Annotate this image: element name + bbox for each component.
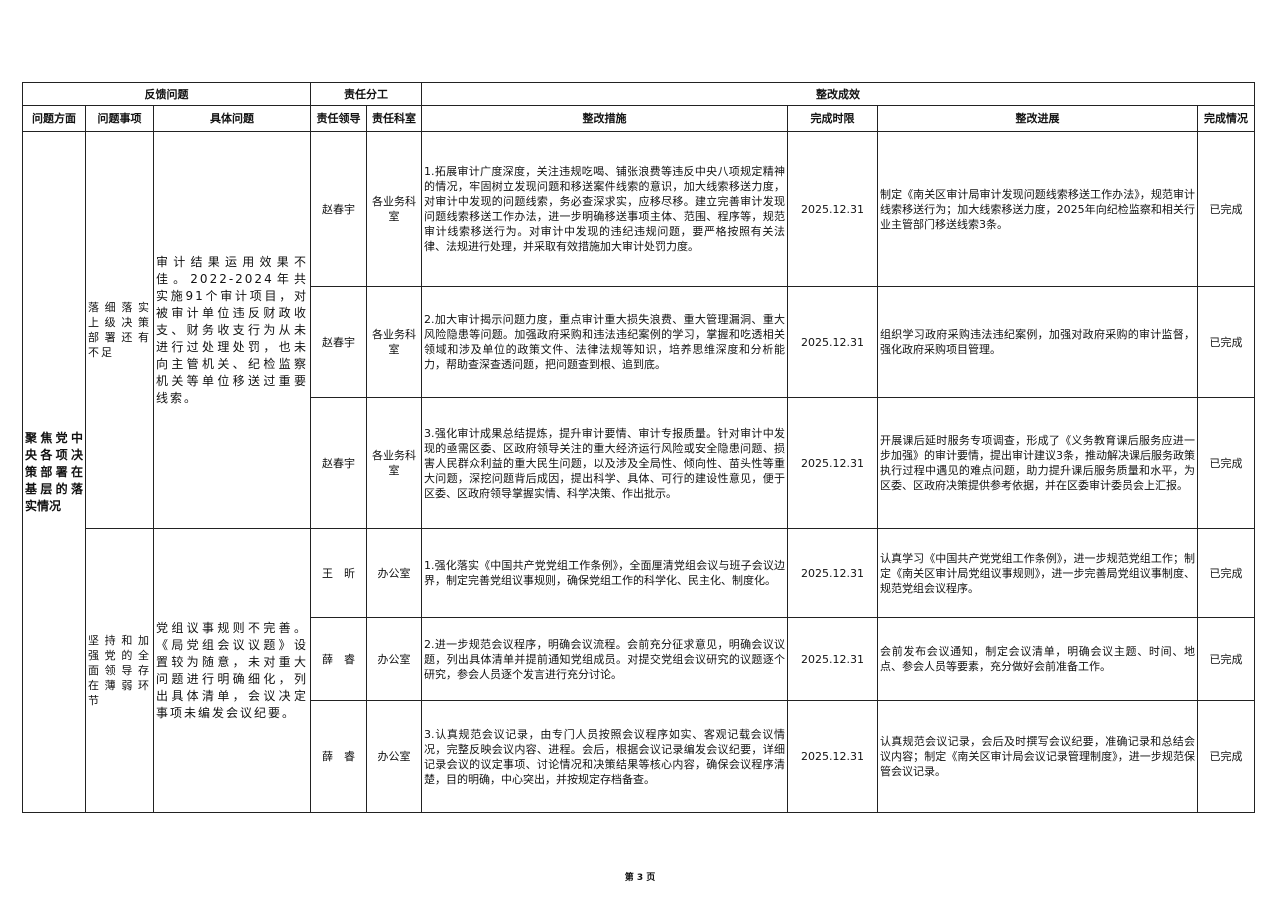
- header-group-row: 反馈问题 责任分工 整改成效: [21, 82, 1256, 106]
- leader-cell: 赵春宇: [310, 286, 368, 398]
- dept-cell: 各业务科室: [366, 286, 423, 398]
- status-cell: 已完成: [1197, 528, 1256, 618]
- page-number: 第 3 页: [624, 873, 656, 883]
- leader-cell: 赵春宇: [310, 131, 368, 287]
- rectification-table: 反馈问题 责任分工 整改成效 问题方面 问题事项 具体问题 责任领导 责任科室 …: [21, 82, 1256, 813]
- dept-cell: 各业务科室: [366, 397, 423, 529]
- header-feedback: 反馈问题: [21, 82, 312, 106]
- col-progress: 整改进展: [877, 105, 1199, 132]
- deadline-cell: 2025.12.31: [787, 397, 879, 529]
- aspect-cell: 聚焦党中央各项决策部署在基层的落实情况: [22, 131, 86, 813]
- col-dept: 责任科室: [366, 105, 423, 132]
- header-results: 整改成效: [421, 82, 1256, 106]
- status-cell: 已完成: [1197, 700, 1256, 813]
- header-column-row: 问题方面 问题事项 具体问题 责任领导 责任科室 整改措施 完成时限 整改进展 …: [22, 105, 1256, 132]
- col-problem: 具体问题: [152, 105, 312, 132]
- item-cell: 落细落实上级决策部署还有不足: [85, 131, 154, 529]
- deadline-cell: 2025.12.31: [787, 528, 879, 618]
- leader-cell: 赵春宇: [310, 397, 368, 529]
- deadline-cell: 2025.12.31: [787, 131, 879, 287]
- status-cell: 已完成: [1197, 131, 1256, 287]
- deadline-cell: 2025.12.31: [787, 617, 879, 701]
- status-cell: 已完成: [1197, 617, 1256, 701]
- measure-cell: 3.强化审计成果总结提炼，提升审计要情、审计专报质量。针对审计中发现的亟需区委、…: [421, 397, 789, 529]
- table-row: 聚焦党中央各项决策部署在基层的落实情况 落细落实上级决策部署还有不足 审计结果运…: [22, 131, 1256, 813]
- progress-cell: 制定《南关区审计局审计发现问题线索移送工作办法》，规范审计线索移送行为；加大线索…: [877, 131, 1199, 287]
- dept-cell: 办公室: [366, 617, 423, 701]
- leader-cell: 王 昕: [310, 528, 368, 618]
- dept-cell: 办公室: [366, 528, 423, 618]
- table-row: 赵春宇 各业务科室 3.强化审计成果总结提炼，提升审计要情、审计专报质量。针对审…: [23, 397, 1256, 529]
- leader-cell: 薛 睿: [310, 700, 368, 813]
- col-status: 完成情况: [1197, 105, 1256, 132]
- measure-cell: 3.认真规范会议记录，由专门人员按照会议程序如实、客观记载会议情况，完整反映会议…: [421, 700, 789, 813]
- header-responsibility: 责任分工: [310, 82, 423, 106]
- table-row: 薛 睿 办公室 3.认真规范会议记录，由专门人员按照会议程序如实、客观记载会议情…: [23, 700, 1256, 813]
- item-cell: 坚持和加强党的全面领导存在薄弱环节: [85, 528, 154, 813]
- table-row: 坚持和加强党的全面领导存在薄弱环节 党组议事规则不完善。《局党组会议议题》设置较…: [23, 528, 1256, 813]
- progress-cell: 会前发布会议通知，制定会议清单，明确会议主题、时间、地点、参会人员等要素，充分做…: [877, 617, 1199, 701]
- col-measure: 整改措施: [421, 105, 789, 132]
- problem-cell: 党组议事规则不完善。《局党组会议议题》设置较为随意，未对重大问题进行明确细化，列…: [152, 528, 312, 813]
- progress-cell: 认真学习《中国共产党党组工作条例》，进一步规范党组工作；制定《南关区审计局党组议…: [877, 528, 1199, 618]
- col-item: 问题事项: [85, 105, 154, 132]
- status-cell: 已完成: [1197, 397, 1256, 529]
- measure-cell: 2.进一步规范会议程序，明确会议流程。会前充分征求意见，明确会议议题，列出具体清…: [421, 617, 789, 701]
- problem-cell: 审计结果运用效果不佳。2022-2024年共实施91个审计项目，对被审计单位违反…: [152, 131, 312, 529]
- dept-cell: 各业务科室: [366, 131, 423, 287]
- col-aspect: 问题方面: [22, 105, 86, 132]
- measure-cell: 1.拓展审计广度深度，关注违规吃喝、铺张浪费等违反中央八项规定精神的情况，牢固树…: [421, 131, 789, 287]
- status-cell: 已完成: [1197, 286, 1256, 398]
- col-leader: 责任领导: [310, 105, 368, 132]
- dept-cell: 办公室: [366, 700, 423, 813]
- leader-cell: 薛 睿: [310, 617, 368, 701]
- deadline-cell: 2025.12.31: [787, 286, 879, 398]
- progress-cell: 组织学习政府采购违法违纪案例，加强对政府采购的审计监督，强化政府采购项目管理。: [877, 286, 1199, 398]
- progress-cell: 开展课后延时服务专项调查，形成了《义务教育课后服务应进一步加强》的审计要情，提出…: [877, 397, 1199, 529]
- col-deadline: 完成时限: [787, 105, 879, 132]
- measure-cell: 1.强化落实《中国共产党党组工作条例》，全面厘清党组会议与班子会议边界，制定完善…: [421, 528, 789, 618]
- measure-cell: 2.加大审计揭示问题力度，重点审计重大损失浪费、重大管理漏洞、重大风险隐患等问题…: [421, 286, 789, 398]
- table-row: 赵春宇 各业务科室 2.加大审计揭示问题力度，重点审计重大损失浪费、重大管理漏洞…: [23, 286, 1256, 398]
- deadline-cell: 2025.12.31: [787, 700, 879, 813]
- progress-cell: 认真规范会议记录，会后及时撰写会议纪要，准确记录和总结会议内容；制定《南关区审计…: [877, 700, 1199, 813]
